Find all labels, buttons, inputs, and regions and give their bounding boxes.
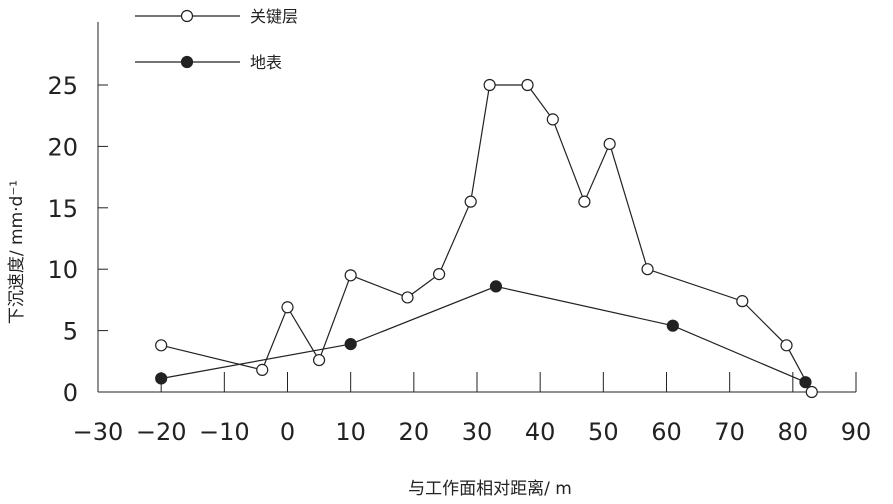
open-circle-point (642, 264, 653, 275)
open-circle-point (465, 196, 476, 207)
open-circle-point (604, 138, 615, 149)
open-circle-point (282, 302, 293, 313)
legend-filled-circle-marker (182, 57, 193, 68)
open-circle-point (314, 355, 325, 366)
x-tick-label: −30 (73, 418, 124, 446)
filled-circle-point (156, 373, 167, 384)
x-tick-label: −10 (199, 418, 250, 446)
x-tick-label: 10 (335, 418, 366, 446)
open-circle-point (257, 364, 268, 375)
series-1 (156, 80, 818, 398)
filled-circle-point (800, 377, 811, 388)
open-circle-point (579, 196, 590, 207)
legend: 关键层地表 (135, 7, 298, 72)
open-circle-point (522, 80, 533, 91)
open-circle-point (547, 114, 558, 125)
open-circle-point (484, 80, 495, 91)
axes: 0 5 10 15 20 25 −30 −20 −10 0 10 20 30 40 50 60 70 80 90 (47, 22, 871, 446)
y-tick-label: 5 (63, 318, 78, 346)
x-tick-label: 60 (651, 418, 682, 446)
x-tick-label: −20 (136, 418, 187, 446)
x-tick-label: 70 (714, 418, 745, 446)
y-tick-label: 10 (47, 256, 78, 284)
legend-label: 地表 (250, 53, 282, 72)
x-tick-label: 40 (525, 418, 556, 446)
open-circle-point (345, 270, 356, 281)
open-circle-point (156, 340, 167, 351)
open-circle-point (781, 340, 792, 351)
filled-circle-point (490, 281, 501, 292)
y-tick-label: 0 (63, 379, 78, 407)
x-tick-label: 90 (841, 418, 872, 446)
open-circle-point (402, 292, 413, 303)
x-tick-label: 20 (399, 418, 430, 446)
filled-circle-point (667, 320, 678, 331)
x-tick-label: 30 (462, 418, 493, 446)
open-circle-point (737, 296, 748, 307)
x-tick-label: 0 (280, 418, 295, 446)
y-tick-label: 15 (47, 195, 78, 223)
x-axis-title: 与工作面相对距离/ m (408, 479, 572, 499)
series-2 (156, 281, 811, 388)
series-line (161, 85, 812, 392)
y-tick-label: 25 (47, 72, 78, 100)
open-circle-point (806, 387, 817, 398)
filled-circle-point (345, 339, 356, 350)
x-tick-label: 50 (588, 418, 619, 446)
series-layer (156, 80, 818, 398)
y-axis-title: 下沉速度/ mm·d⁻¹ (7, 180, 27, 324)
open-circle-point (434, 269, 445, 280)
legend-open-circle-marker (182, 11, 193, 22)
legend-label: 关键层 (250, 7, 298, 26)
y-tick-label: 20 (47, 133, 78, 161)
x-tick-label: 80 (778, 418, 809, 446)
